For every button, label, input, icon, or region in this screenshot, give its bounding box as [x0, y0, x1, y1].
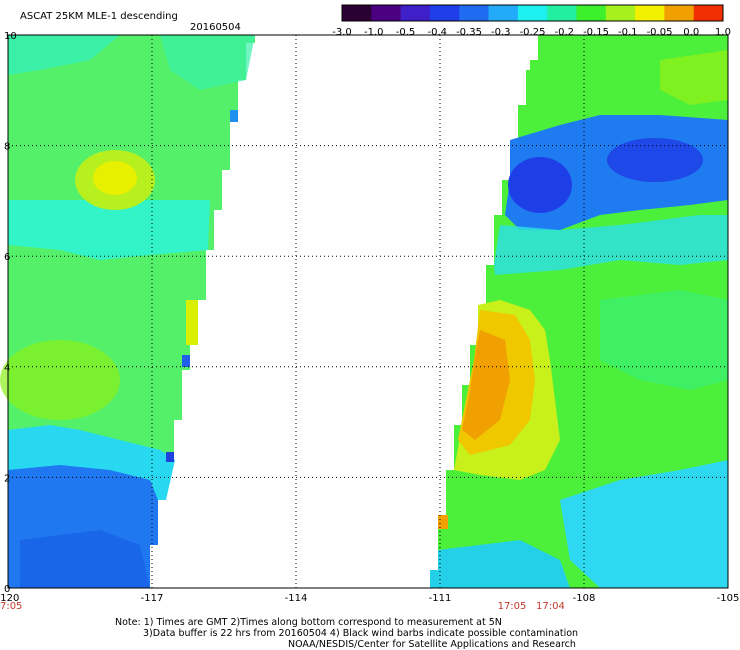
wind-swaths [0, 35, 728, 588]
time-label: 17:04 [536, 601, 565, 612]
colorbar-tick-label: -3.0 [332, 27, 352, 38]
colorbar-cell [400, 5, 431, 21]
colorbar-cell [488, 5, 519, 21]
colorbar-cell [605, 5, 636, 21]
swath-right-blue-core-left [508, 157, 572, 213]
swath-left-edge-yellow [186, 300, 198, 345]
swath-right-blue-core-right [607, 138, 703, 182]
y-tick-label: 10 [4, 31, 17, 42]
x-tick-label: -108 [573, 593, 596, 604]
y-tick-label: 8 [4, 142, 10, 153]
swath-right-top-lime [660, 50, 728, 105]
swath-right-cyan-bottom [430, 540, 570, 588]
colorbar-frame [341, 4, 724, 22]
swath-right-cyan-lower [560, 460, 728, 588]
colorbar-tick-label: -0.4 [427, 27, 447, 38]
y-axis-labels: 10 8 6 4 2 0 [4, 31, 17, 595]
time-label: 17:05 [0, 601, 22, 612]
graticule [8, 35, 728, 588]
colorbar-cell [664, 5, 695, 21]
note-line-1: Note: 1) Times are GMT 2)Times along bot… [115, 617, 502, 628]
colorbar-tick-label: -0.1 [618, 27, 638, 38]
colorbar: -3.0 -1.0 -0.5 -0.4 -0.35 -0.3 -0.25 -0.2 -0.15-… [332, 4, 731, 38]
colorbar-cell [371, 5, 402, 21]
x-tick-label: -111 [429, 593, 452, 604]
map-frame [7, 34, 729, 589]
colorbar-cell [429, 5, 460, 21]
colorbar-tick-label: -1.0 [364, 27, 384, 38]
time-label: 17:05 [498, 601, 527, 612]
swath-left-blue-pixel-3 [230, 110, 238, 122]
colorbar-tick-label: -0.5 [396, 27, 416, 38]
swath-right-cyan-band [494, 215, 728, 275]
colorbar-cell [517, 5, 548, 21]
colorbar-labels: -3.0 -1.0 -0.5 -0.4 -0.35 -0.3 -0.25 -0.2 -0.15-… [332, 27, 731, 38]
swath-left-blue-pixel [166, 452, 174, 462]
swath-left-cyan-band [8, 200, 210, 260]
y-tick-label: 6 [4, 252, 10, 263]
swath-right-orange-pixel [438, 515, 448, 529]
swath-right [430, 35, 728, 588]
colorbar-tick-label: 1.0 [715, 27, 731, 38]
colorbar-cell [547, 5, 577, 21]
map-title: ASCAT 25KM MLE-1 descending [20, 11, 178, 22]
swath-left-top-right [160, 35, 255, 90]
colorbar-cell [635, 5, 665, 21]
swath-right-orange-core [462, 330, 510, 440]
swath-left-blue-pixel-2 [182, 355, 190, 367]
colorbar-tick-label: 0.0 [683, 27, 699, 38]
y-tick-label: 4 [4, 363, 10, 374]
swath-left-yellow-core [93, 161, 137, 195]
colorbar-cell [693, 5, 724, 21]
y-tick-label: 0 [4, 584, 10, 595]
note-line-3: NOAA/NESDIS/Center for Satellite Applica… [288, 639, 576, 650]
colorbar-tick-label: -0.35 [456, 27, 482, 38]
colorbar-tick-label: -0.15 [583, 27, 609, 38]
swath-left-top-cyan [8, 35, 120, 75]
x-tick-label: -117 [141, 593, 164, 604]
colorbar-cells [342, 5, 724, 21]
map-date: 20160504 [190, 22, 241, 33]
x-tick-label: -114 [285, 593, 308, 604]
swath-left-lime [0, 340, 120, 420]
time-labels: 17:05 17:05 17:04 [0, 601, 565, 612]
swath-left-blue-deep [20, 530, 150, 588]
y-tick-label: 2 [4, 473, 10, 484]
swath-right-green-patch [600, 290, 728, 390]
note-line-2: 3)Data buffer is 22 hrs from 20160504 4)… [143, 628, 578, 639]
x-axis-labels: -120 -117 -114 -111 -108 -105 [0, 593, 739, 604]
colorbar-tick-label: -0.25 [520, 27, 546, 38]
x-tick-label: -120 [0, 593, 19, 604]
colorbar-cell [342, 5, 372, 21]
swath-left [0, 35, 255, 588]
colorbar-tick-label: -0.2 [554, 27, 574, 38]
colorbar-tick-label: -0.05 [647, 27, 673, 38]
colorbar-cell [459, 5, 490, 21]
colorbar-cell [576, 5, 607, 21]
x-tick-label: -105 [717, 593, 740, 604]
colorbar-tick-label: -0.3 [491, 27, 511, 38]
